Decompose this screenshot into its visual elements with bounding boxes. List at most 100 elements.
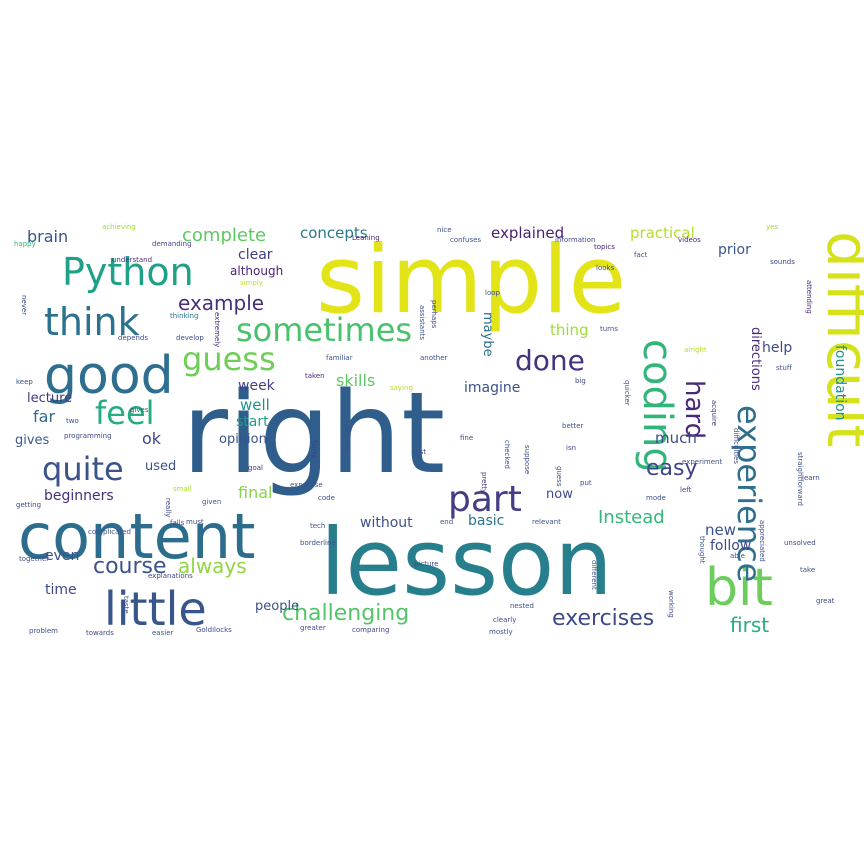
cloud-word: information: [555, 236, 595, 244]
cloud-word: guess: [182, 340, 276, 378]
cloud-word: feel: [95, 394, 155, 432]
cloud-word: goal: [248, 464, 263, 472]
cloud-word: exercises: [552, 606, 654, 631]
cloud-word: practical: [630, 224, 695, 242]
cloud-word: happy: [14, 240, 36, 248]
cloud-word: follow: [710, 538, 751, 554]
cloud-word: sounds: [770, 258, 795, 266]
cloud-word: given: [202, 498, 221, 506]
cloud-word: time: [45, 582, 77, 598]
cloud-word: fast: [413, 448, 426, 456]
cloud-word: turns: [600, 325, 618, 333]
cloud-word: fine: [460, 434, 473, 442]
cloud-word: comparing: [352, 626, 389, 634]
cloud-word: different: [590, 560, 598, 590]
cloud-word: quite: [42, 450, 124, 488]
cloud-word: falls: [170, 519, 185, 527]
cloud-word: complicated: [88, 528, 131, 536]
cloud-word: always: [178, 554, 247, 578]
cloud-word: yes: [766, 223, 778, 231]
cloud-word: left: [680, 486, 692, 494]
cloud-word: simply: [240, 279, 263, 287]
cloud-word: mostly: [489, 628, 513, 636]
cloud-word: fact: [634, 251, 648, 259]
cloud-word: small: [173, 485, 192, 493]
cloud-word: far: [33, 407, 55, 426]
cloud-word: new: [705, 521, 736, 539]
cloud-word: Leaning: [352, 234, 380, 242]
cloud-word: content: [18, 500, 255, 573]
cloud-word: guess: [555, 466, 563, 487]
cloud-word: foundation: [832, 345, 848, 421]
cloud-word: greater: [300, 624, 326, 632]
cloud-word: put: [580, 479, 592, 487]
cloud-word: relevant: [532, 518, 561, 526]
cloud-word: able: [730, 552, 745, 560]
cloud-word: never: [20, 295, 28, 315]
cloud-word: stuff: [776, 364, 792, 372]
cloud-word: quicker: [623, 380, 631, 406]
cloud-word: looks: [596, 264, 615, 272]
cloud-word: learn: [802, 474, 820, 482]
cloud-word: videos: [678, 236, 701, 244]
cloud-word: although: [230, 264, 283, 278]
cloud-word: problem: [29, 627, 58, 635]
cloud-word: depends: [118, 334, 148, 342]
cloud-word: directions: [748, 327, 763, 391]
cloud-word: help: [762, 340, 792, 356]
cloud-word: nice: [437, 226, 452, 234]
cloud-word: challenging: [282, 601, 409, 626]
cloud-word: difficulties: [732, 428, 740, 464]
cloud-word: thinking: [170, 312, 198, 320]
cloud-word: gives: [15, 433, 50, 448]
cloud-word: well: [240, 396, 270, 414]
cloud-word: better: [562, 422, 584, 430]
cloud-word: Python: [62, 250, 194, 294]
cloud-word: opinion: [219, 432, 267, 447]
cloud-word: borderline: [300, 539, 336, 547]
cloud-word: assistants: [418, 305, 426, 340]
cloud-word: people: [255, 599, 299, 614]
cloud-word: appreciated: [758, 520, 766, 562]
cloud-word: ok: [142, 429, 162, 448]
cloud-word: extremely: [213, 312, 221, 347]
cloud-word: together: [19, 555, 49, 563]
cloud-word: concepts: [300, 224, 368, 242]
cloud-word: working: [667, 590, 675, 618]
cloud-word: Instead: [598, 507, 665, 528]
cloud-word: start: [236, 414, 269, 430]
cloud-word: without: [360, 515, 413, 531]
cloud-word: Goldilocks: [196, 626, 232, 634]
cloud-word: used: [145, 459, 176, 474]
cloud-word: final: [238, 483, 272, 502]
cloud-word: straightforward: [796, 452, 804, 506]
cloud-word: big: [575, 377, 586, 385]
cloud-word: taken: [305, 372, 325, 380]
cloud-word: attending: [805, 280, 813, 314]
cloud-word: course: [93, 554, 167, 579]
cloud-word: unsolved: [784, 539, 816, 547]
cloud-word: towards: [86, 629, 114, 637]
cloud-word: end: [440, 518, 453, 526]
cloud-word: checked: [503, 440, 511, 469]
cloud-word: another: [420, 354, 447, 362]
cloud-word: code: [318, 494, 335, 502]
cloud-word: easier: [152, 629, 173, 637]
cloud-word: week: [238, 378, 276, 394]
cloud-word: beginners: [44, 488, 114, 504]
cloud-word: must: [186, 518, 204, 526]
cloud-word: experiment: [682, 458, 722, 466]
cloud-word: clearly: [493, 616, 516, 624]
cloud-word: really: [164, 498, 172, 517]
cloud-word: imagine: [464, 380, 520, 396]
cloud-word: hard: [679, 380, 709, 439]
cloud-word: alright: [684, 346, 707, 354]
cloud-word: mode: [646, 494, 666, 502]
cloud-word: example: [178, 291, 264, 315]
cloud-word: even: [45, 548, 79, 564]
cloud-word: basic: [468, 513, 504, 529]
cloud-word: clear: [238, 247, 273, 263]
cloud-word: take: [800, 566, 815, 574]
